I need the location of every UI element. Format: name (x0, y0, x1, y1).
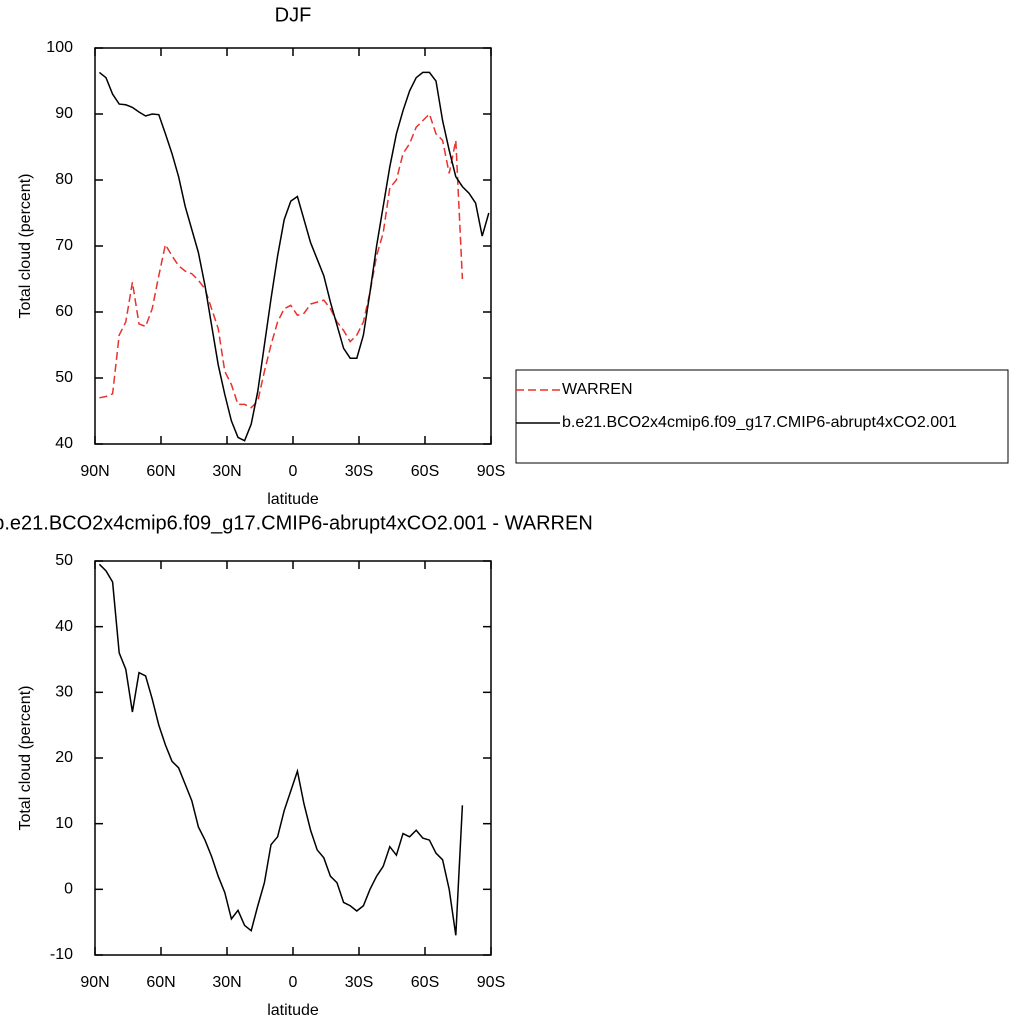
x-tick-label: 30S (345, 974, 373, 991)
x-tick-label: 90N (80, 463, 109, 480)
y-axis-label: Total cloud (percent) (17, 686, 34, 831)
x-tick-label: 0 (289, 974, 298, 991)
x-tick-label: 90S (477, 463, 505, 480)
x-tick-label: 30N (212, 463, 241, 480)
legend-box (515, 369, 1009, 464)
chart-title: DJF (275, 4, 312, 26)
y-tick-label: 10 (55, 815, 73, 832)
y-tick-label: 90 (55, 105, 73, 122)
y-tick-label: 40 (55, 618, 73, 635)
x-tick-label: 60S (411, 463, 439, 480)
y-tick-label: 40 (55, 435, 73, 452)
y-tick-label: -10 (50, 946, 73, 963)
x-axis-label: latitude (267, 491, 319, 508)
y-tick-label: 60 (55, 303, 73, 320)
x-tick-label: 60N (146, 463, 175, 480)
y-axis-label: Total cloud (percent) (17, 174, 34, 319)
x-tick-label: 30N (212, 974, 241, 991)
y-tick-label: 50 (55, 552, 73, 569)
plot-frame (94, 47, 492, 445)
y-tick-label: 50 (55, 369, 73, 386)
chart-title: b.e21.BCO2x4cmip6.f09_g17.CMIP6-abrupt4x… (0, 512, 593, 534)
legend-label: WARREN (562, 381, 633, 398)
data-line (98, 563, 464, 936)
x-tick-label: 30S (345, 463, 373, 480)
x-axis-label: latitude (267, 1002, 319, 1019)
plot-frame (94, 560, 492, 956)
y-tick-label: 30 (55, 684, 73, 701)
x-tick-label: 90N (80, 974, 109, 991)
x-tick-label: 0 (289, 463, 298, 480)
y-tick-label: 20 (55, 749, 73, 766)
data-line (99, 112, 464, 409)
y-tick-label: 0 (64, 881, 73, 898)
y-tick-label: 80 (55, 171, 73, 188)
legend-label: b.e21.BCO2x4cmip6.f09_g17.CMIP6-abrupt4x… (562, 414, 957, 431)
x-tick-label: 90S (477, 974, 505, 991)
y-tick-label: 100 (46, 39, 73, 56)
data-line (98, 71, 490, 442)
y-tick-label: 70 (55, 237, 73, 254)
x-tick-label: 60N (146, 974, 175, 991)
x-tick-label: 60S (411, 974, 439, 991)
